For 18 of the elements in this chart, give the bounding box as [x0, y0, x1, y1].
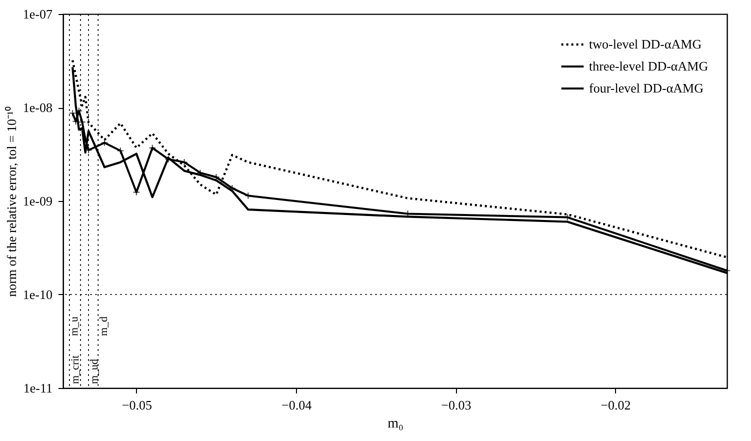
ref-line-label: m_crit	[69, 355, 82, 384]
ref-line-label: m_u	[68, 316, 81, 336]
y-axis-title: norm of the relative error, tol = 10⁻¹⁰	[4, 106, 19, 297]
legend-label: three-level DD-αAMG	[589, 58, 708, 74]
x-tick-label: −0.03	[441, 398, 472, 412]
y-tick-label: 1e-10	[22, 287, 52, 302]
x-tick-label: −0.05	[122, 398, 152, 412]
x-tick-label: −0.04	[281, 398, 312, 412]
x-axis-title: m₀	[388, 416, 404, 432]
y-tick-label: 1e-11	[23, 380, 52, 396]
ref-line-label: m_d	[98, 316, 110, 336]
y-tick-label: 1e-08	[22, 100, 52, 115]
y-tick-label: 1e-09	[22, 194, 52, 208]
legend-label: four-level DD-αAMG	[589, 80, 704, 96]
x-tick-label: −0.02	[600, 398, 631, 412]
y-tick-label: 1e-07	[22, 6, 53, 22]
legend-label: two-level DD-αAMG	[589, 36, 702, 52]
ref-line-label: m_ud	[88, 358, 101, 384]
